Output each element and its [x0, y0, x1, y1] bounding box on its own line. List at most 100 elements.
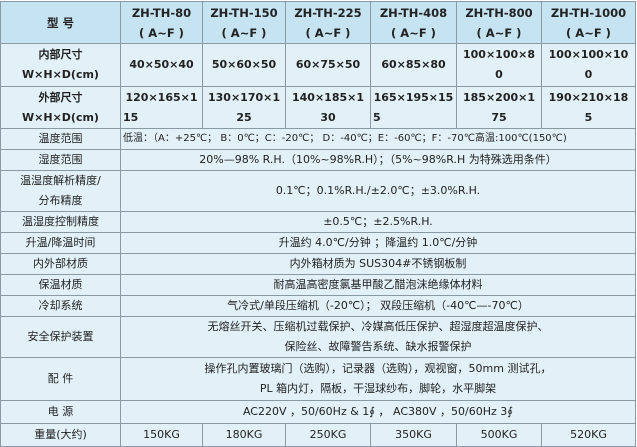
value-line: 0 [495, 68, 503, 81]
resolution-row: 温湿度解析精度/分布精度 0.1℃；0.1%R.H./±2.0℃；±3.0%R.… [0, 170, 636, 212]
label-line: W×H×D(cm) [22, 110, 99, 124]
value-line: 100×100×8 [462, 48, 535, 61]
value-line: 130×170×1 [207, 90, 280, 104]
weight-cell: 350KG [370, 423, 457, 447]
model-name: ZH-TH-150 [210, 5, 278, 20]
row-label: 配 件 [0, 357, 121, 401]
value-cell: 升温约 4.0℃/分钟 ；降温约 1.0℃/分钟 [120, 232, 636, 254]
row-label: 保温材质 [0, 274, 121, 296]
label-line: 外部尺寸 [38, 90, 83, 104]
insulation-row: 保温材质 耐高温高密度氯基甲酸乙醋泡沫绝缘体材料 [0, 274, 636, 296]
value-line: 保险丝、故障警告系统、缺水报警保护 [284, 340, 472, 353]
power-row: 电 源 AC220V ，50/60Hz & 1∮ ， AC380V ，50/60… [0, 400, 636, 424]
value-line: PL 箱内灯，隔板，干湿球纱布，脚轮，水平脚架 [259, 382, 497, 395]
model-sub: ( A~F ) [391, 25, 436, 40]
value-cell: 耐高温高密度氯基甲酸乙醋泡沫绝缘体材料 [120, 274, 636, 296]
value-cell: 120×165×1 15 [120, 86, 203, 129]
safety-row: 安全保护装置 无熔丝开关、压缩机过载保护、冷媒高低压保护、超湿度超温度保护、 保险… [0, 316, 636, 358]
row-label: 内外部材质 [0, 253, 121, 275]
value-cell: 操作孔内置玻璃门（选购），记录器（选购），观视窗，50mm 测试孔， PL 箱内灯… [120, 357, 636, 401]
value-line: 30 [320, 110, 336, 124]
model-name: ZH-TH-1000 [550, 5, 627, 20]
model-name: ZH-TH-80 [131, 5, 192, 20]
value-cell: 165×195×15 5 [370, 86, 457, 129]
inner-size-row: 内部尺寸 W×H×D(cm) 40×50×40 50×60×50 60×75×50… [0, 43, 636, 87]
label-line: 分布精度 [38, 194, 83, 207]
model-sub: ( A~F ) [476, 25, 522, 40]
value-line: 25 [236, 110, 252, 124]
value-cell: 气冷式/单段压缩机（-20℃）； 双段压缩机（-40℃—-70℃） [120, 295, 636, 317]
model-name: ZH-TH-800 [465, 5, 533, 20]
value-line: 165×195×15 [373, 90, 454, 104]
model-sub: ( A~F ) [139, 25, 184, 40]
row-label: 温湿度解析精度/分布精度 [0, 170, 121, 212]
value-line: 60×85×80 [381, 58, 446, 71]
row-label: 湿度范围 [0, 149, 121, 171]
row-label: 温湿度控制精度 [0, 211, 121, 233]
label-line: 内部尺寸 [38, 48, 83, 61]
row-label: 冷却系统 [0, 295, 121, 317]
value-line: 无熔丝开关、压缩机过载保护、冷媒高低压保护、超湿度超温度保护、 [207, 320, 549, 333]
model-cell: ZH-TH-80 ( A~F ) [120, 1, 203, 44]
temp-range-row: 温度范围 低温：（A：+25℃； B：0℃；C：-20℃； D：-40℃；E：-… [0, 128, 636, 150]
model-cell: ZH-TH-800 ( A~F ) [456, 1, 542, 44]
row-label: 重量(大约) [0, 423, 121, 447]
row-label: 电 源 [0, 400, 121, 424]
value-cell: 185×200×1 75 [456, 86, 542, 129]
cooling-row: 冷却系统 气冷式/单段压缩机（-20℃）； 双段压缩机（-40℃—-70℃） [0, 295, 636, 317]
value-cell: ±0.5℃；±2.5%R.H. [120, 211, 636, 233]
value-cell: 100×100×8 0 [456, 43, 542, 87]
value-cell: 40×50×40 [120, 43, 203, 87]
value-line: 75 [491, 110, 507, 124]
value-cell: 0.1℃；0.1%R.H./±2.0℃；±3.0%R.H. [120, 170, 636, 212]
value-line: 100×100×10 [548, 48, 629, 61]
value-line: 50×60×50 [211, 58, 277, 71]
weight-cell: 180KG [202, 423, 286, 447]
model-label: 型 号 [0, 1, 121, 44]
humidity-range-row: 湿度范围 20%—98% R.H.（10%~98%R.H）；（5%~98%R.H… [0, 149, 636, 171]
control-row: 温湿度控制精度 ±0.5℃；±2.5%R.H. [0, 211, 636, 233]
value-line: 185×200×1 [462, 90, 535, 104]
row-label: 安全保护装置 [0, 316, 121, 358]
weight-cell: 250KG [285, 423, 371, 447]
label-line: W×H×D(cm) [22, 68, 99, 81]
value-line: 15 [123, 110, 139, 124]
value-cell: 50×60×50 [202, 43, 286, 87]
value-cell: 内外箱材质为 SUS304#不锈钢板制 [120, 253, 636, 275]
accessories-row: 配 件 操作孔内置玻璃门（选购），记录器（选购），观视窗，50mm 测试孔， PL… [0, 357, 636, 401]
model-sub: ( A~F ) [221, 25, 267, 40]
value-cell: 60×75×50 [285, 43, 371, 87]
row-label: 外部尺寸 W×H×D(cm) [0, 86, 121, 129]
weight-cell: 520KG [541, 423, 636, 447]
value-cell: 低温：（A：+25℃； B：0℃；C：-20℃； D：-40℃；E：-60℃；F… [120, 128, 636, 150]
value-cell: 20%—98% R.H.（10%~98%R.H）；（5%~98%R.H 为特殊选… [120, 149, 636, 171]
value-line: 操作孔内置玻璃门（选购），记录器（选购），观视窗，50mm 测试孔， [204, 362, 552, 375]
ramp-row: 升温/降温时间 升温约 4.0℃/分钟 ；降温约 1.0℃/分钟 [0, 232, 636, 254]
value-line: 0 [584, 68, 593, 81]
model-cell: ZH-TH-1000 ( A~F ) [541, 1, 636, 44]
weight-cell: 500KG [456, 423, 542, 447]
value-cell: 190×210×18 5 [541, 86, 636, 129]
outer-size-row: 外部尺寸 W×H×D(cm) 120×165×1 15 130×170×1 25 14… [0, 86, 636, 129]
value-cell: AC220V ，50/60Hz & 1∮ ， AC380V ，50/60Hz 3… [120, 400, 636, 424]
value-line: 60×75×50 [295, 58, 361, 71]
value-cell: 130×170×1 25 [202, 86, 286, 129]
row-label: 温度范围 [0, 128, 121, 150]
value-line: 120×165×1 [125, 90, 198, 104]
value-line: 40×50×40 [129, 58, 194, 71]
weight-cell: 150KG [120, 423, 203, 447]
weight-row: 重量(大约) 150KG 180KG 250KG 350KG 500KG 520… [0, 423, 636, 447]
model-name: ZH-TH-225 [294, 5, 362, 20]
value-cell: 60×85×80 [370, 43, 457, 87]
value-line: 5 [584, 110, 593, 124]
value-cell: 100×100×10 0 [541, 43, 636, 87]
value-line: 5 [373, 110, 381, 124]
value-line: 190×210×18 [548, 90, 629, 104]
material-row: 内外部材质 内外箱材质为 SUS304#不锈钢板制 [0, 253, 636, 275]
model-cell: ZH-TH-408 ( A~F ) [370, 1, 457, 44]
model-sub: ( A~F ) [566, 25, 611, 40]
value-cell: 无熔丝开关、压缩机过载保护、冷媒高低压保护、超湿度超温度保护、 保险丝、故障警告系… [120, 316, 636, 358]
value-cell: 140×185×1 30 [285, 86, 371, 129]
model-name: ZH-TH-408 [379, 5, 448, 20]
